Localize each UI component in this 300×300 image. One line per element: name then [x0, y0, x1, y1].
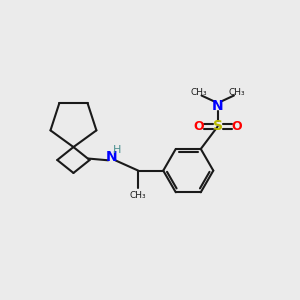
Text: O: O: [193, 120, 204, 133]
Text: O: O: [232, 120, 242, 133]
Text: N: N: [106, 150, 118, 164]
Text: S: S: [213, 119, 223, 134]
Text: CH₃: CH₃: [229, 88, 245, 97]
Text: N: N: [212, 99, 224, 113]
Text: H: H: [113, 145, 121, 155]
Text: CH₃: CH₃: [130, 190, 146, 200]
Text: CH₃: CH₃: [190, 88, 207, 97]
